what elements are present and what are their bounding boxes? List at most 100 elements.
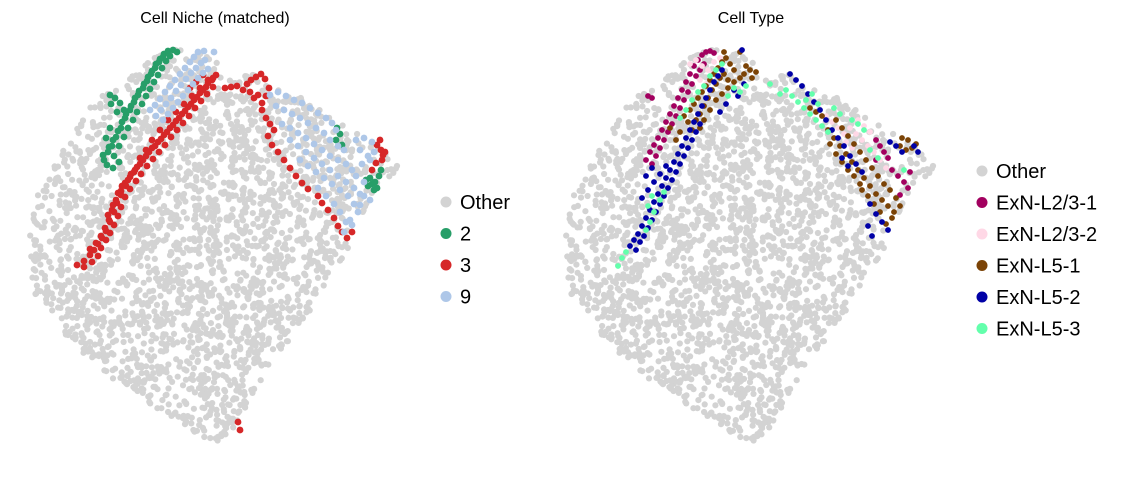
background-cell-point bbox=[269, 311, 276, 319]
background-cell-point bbox=[83, 204, 90, 211]
cell-point-9 bbox=[179, 92, 187, 100]
background-cell-point bbox=[712, 363, 719, 370]
background-cell-point bbox=[321, 255, 329, 262]
background-cell-point bbox=[753, 122, 760, 129]
background-cell-point bbox=[678, 212, 685, 219]
background-cell-point bbox=[694, 340, 701, 347]
cell-point-9 bbox=[151, 101, 159, 109]
background-cell-point bbox=[639, 168, 646, 175]
background-cell-point bbox=[197, 317, 204, 324]
background-cell-point bbox=[251, 235, 258, 242]
background-cell-point bbox=[200, 226, 207, 233]
background-cell-point bbox=[819, 235, 826, 242]
background-cell-point bbox=[750, 411, 757, 418]
background-cell-point bbox=[153, 269, 160, 276]
background-cell-point bbox=[153, 163, 161, 170]
cell-point-9 bbox=[342, 178, 350, 186]
background-cell-point bbox=[127, 378, 134, 385]
background-cell-point bbox=[143, 363, 150, 370]
background-cell-point bbox=[203, 414, 210, 421]
cell-point-3 bbox=[196, 84, 204, 92]
background-cell-point bbox=[138, 370, 145, 377]
background-cell-point bbox=[750, 390, 757, 397]
background-cell-point bbox=[718, 174, 726, 181]
background-cell-point bbox=[78, 285, 85, 292]
background-cell-point bbox=[152, 376, 159, 383]
background-cell-point bbox=[287, 227, 294, 234]
background-cell-point bbox=[915, 169, 923, 176]
background-cell-point bbox=[750, 95, 757, 102]
background-cell-point bbox=[53, 234, 60, 241]
background-cell-point bbox=[320, 282, 327, 289]
background-cell-point bbox=[847, 199, 855, 206]
background-cell-point bbox=[790, 269, 797, 276]
background-cell-point bbox=[726, 365, 734, 372]
cell-point-3 bbox=[376, 136, 384, 144]
background-cell-point bbox=[94, 123, 101, 130]
background-cell-point bbox=[76, 148, 83, 155]
background-cell-point bbox=[323, 240, 330, 247]
background-cell-point bbox=[91, 341, 99, 348]
cell-point-3 bbox=[80, 263, 88, 271]
background-cell-point bbox=[272, 247, 279, 254]
background-cell-point bbox=[850, 274, 858, 281]
background-cell-point bbox=[225, 302, 233, 309]
background-cell-point bbox=[716, 236, 723, 243]
cell-point-3 bbox=[73, 261, 81, 269]
background-cell-point bbox=[796, 321, 803, 328]
cell-point-9 bbox=[342, 160, 350, 168]
background-cell-point bbox=[276, 187, 283, 194]
background-cell-point bbox=[154, 174, 161, 181]
background-cell-point bbox=[787, 360, 794, 367]
background-cell-point bbox=[186, 279, 193, 286]
background-cell-point bbox=[795, 87, 802, 94]
background-cell-point bbox=[38, 202, 46, 209]
background-cell-point bbox=[240, 329, 247, 336]
background-cell-point bbox=[196, 421, 203, 429]
background-cell-point bbox=[579, 296, 586, 303]
background-cell-point bbox=[594, 315, 601, 322]
background-cell-point bbox=[207, 229, 214, 236]
background-cell-point bbox=[191, 237, 198, 244]
background-cell-point bbox=[570, 192, 578, 199]
background-cell-point bbox=[91, 210, 98, 217]
background-cell-point bbox=[139, 246, 146, 253]
background-cell-point bbox=[654, 218, 661, 225]
background-cell-point bbox=[173, 135, 180, 143]
background-cell-point bbox=[134, 361, 141, 368]
cell-point-9 bbox=[310, 140, 318, 148]
background-cell-point bbox=[856, 282, 863, 289]
background-cell-point bbox=[649, 319, 657, 326]
background-cell-point bbox=[727, 389, 735, 396]
background-cell-point bbox=[190, 216, 198, 223]
background-cell-point bbox=[702, 252, 710, 259]
background-cell-point bbox=[700, 316, 707, 323]
cell-point-2 bbox=[155, 58, 163, 66]
background-cell-point bbox=[712, 164, 719, 171]
background-cell-point bbox=[104, 246, 111, 254]
background-cell-point bbox=[167, 310, 174, 317]
background-cell-point bbox=[151, 255, 158, 262]
background-cell-point bbox=[695, 397, 702, 404]
background-cell-point bbox=[274, 260, 281, 267]
background-cell-point bbox=[237, 228, 244, 235]
background-cell-point bbox=[734, 186, 741, 194]
background-cell-point bbox=[295, 122, 302, 129]
cell-point-3 bbox=[175, 114, 183, 122]
background-cell-point bbox=[183, 367, 190, 374]
background-cell-point bbox=[198, 186, 205, 194]
background-cell-point bbox=[186, 137, 193, 144]
background-cell-point bbox=[789, 282, 796, 289]
background-cell-point bbox=[747, 148, 754, 155]
background-cell-point bbox=[129, 260, 137, 267]
background-cell-point bbox=[44, 287, 51, 294]
background-cell-point bbox=[244, 249, 251, 257]
background-cell-point bbox=[222, 320, 229, 327]
background-cell-point bbox=[743, 280, 750, 287]
background-cell-point bbox=[322, 228, 329, 235]
background-cell-point bbox=[743, 320, 751, 327]
cell-point-3 bbox=[280, 156, 288, 164]
background-cell-point bbox=[139, 191, 146, 198]
background-cell-point bbox=[825, 320, 833, 327]
background-cell-point bbox=[89, 288, 96, 295]
